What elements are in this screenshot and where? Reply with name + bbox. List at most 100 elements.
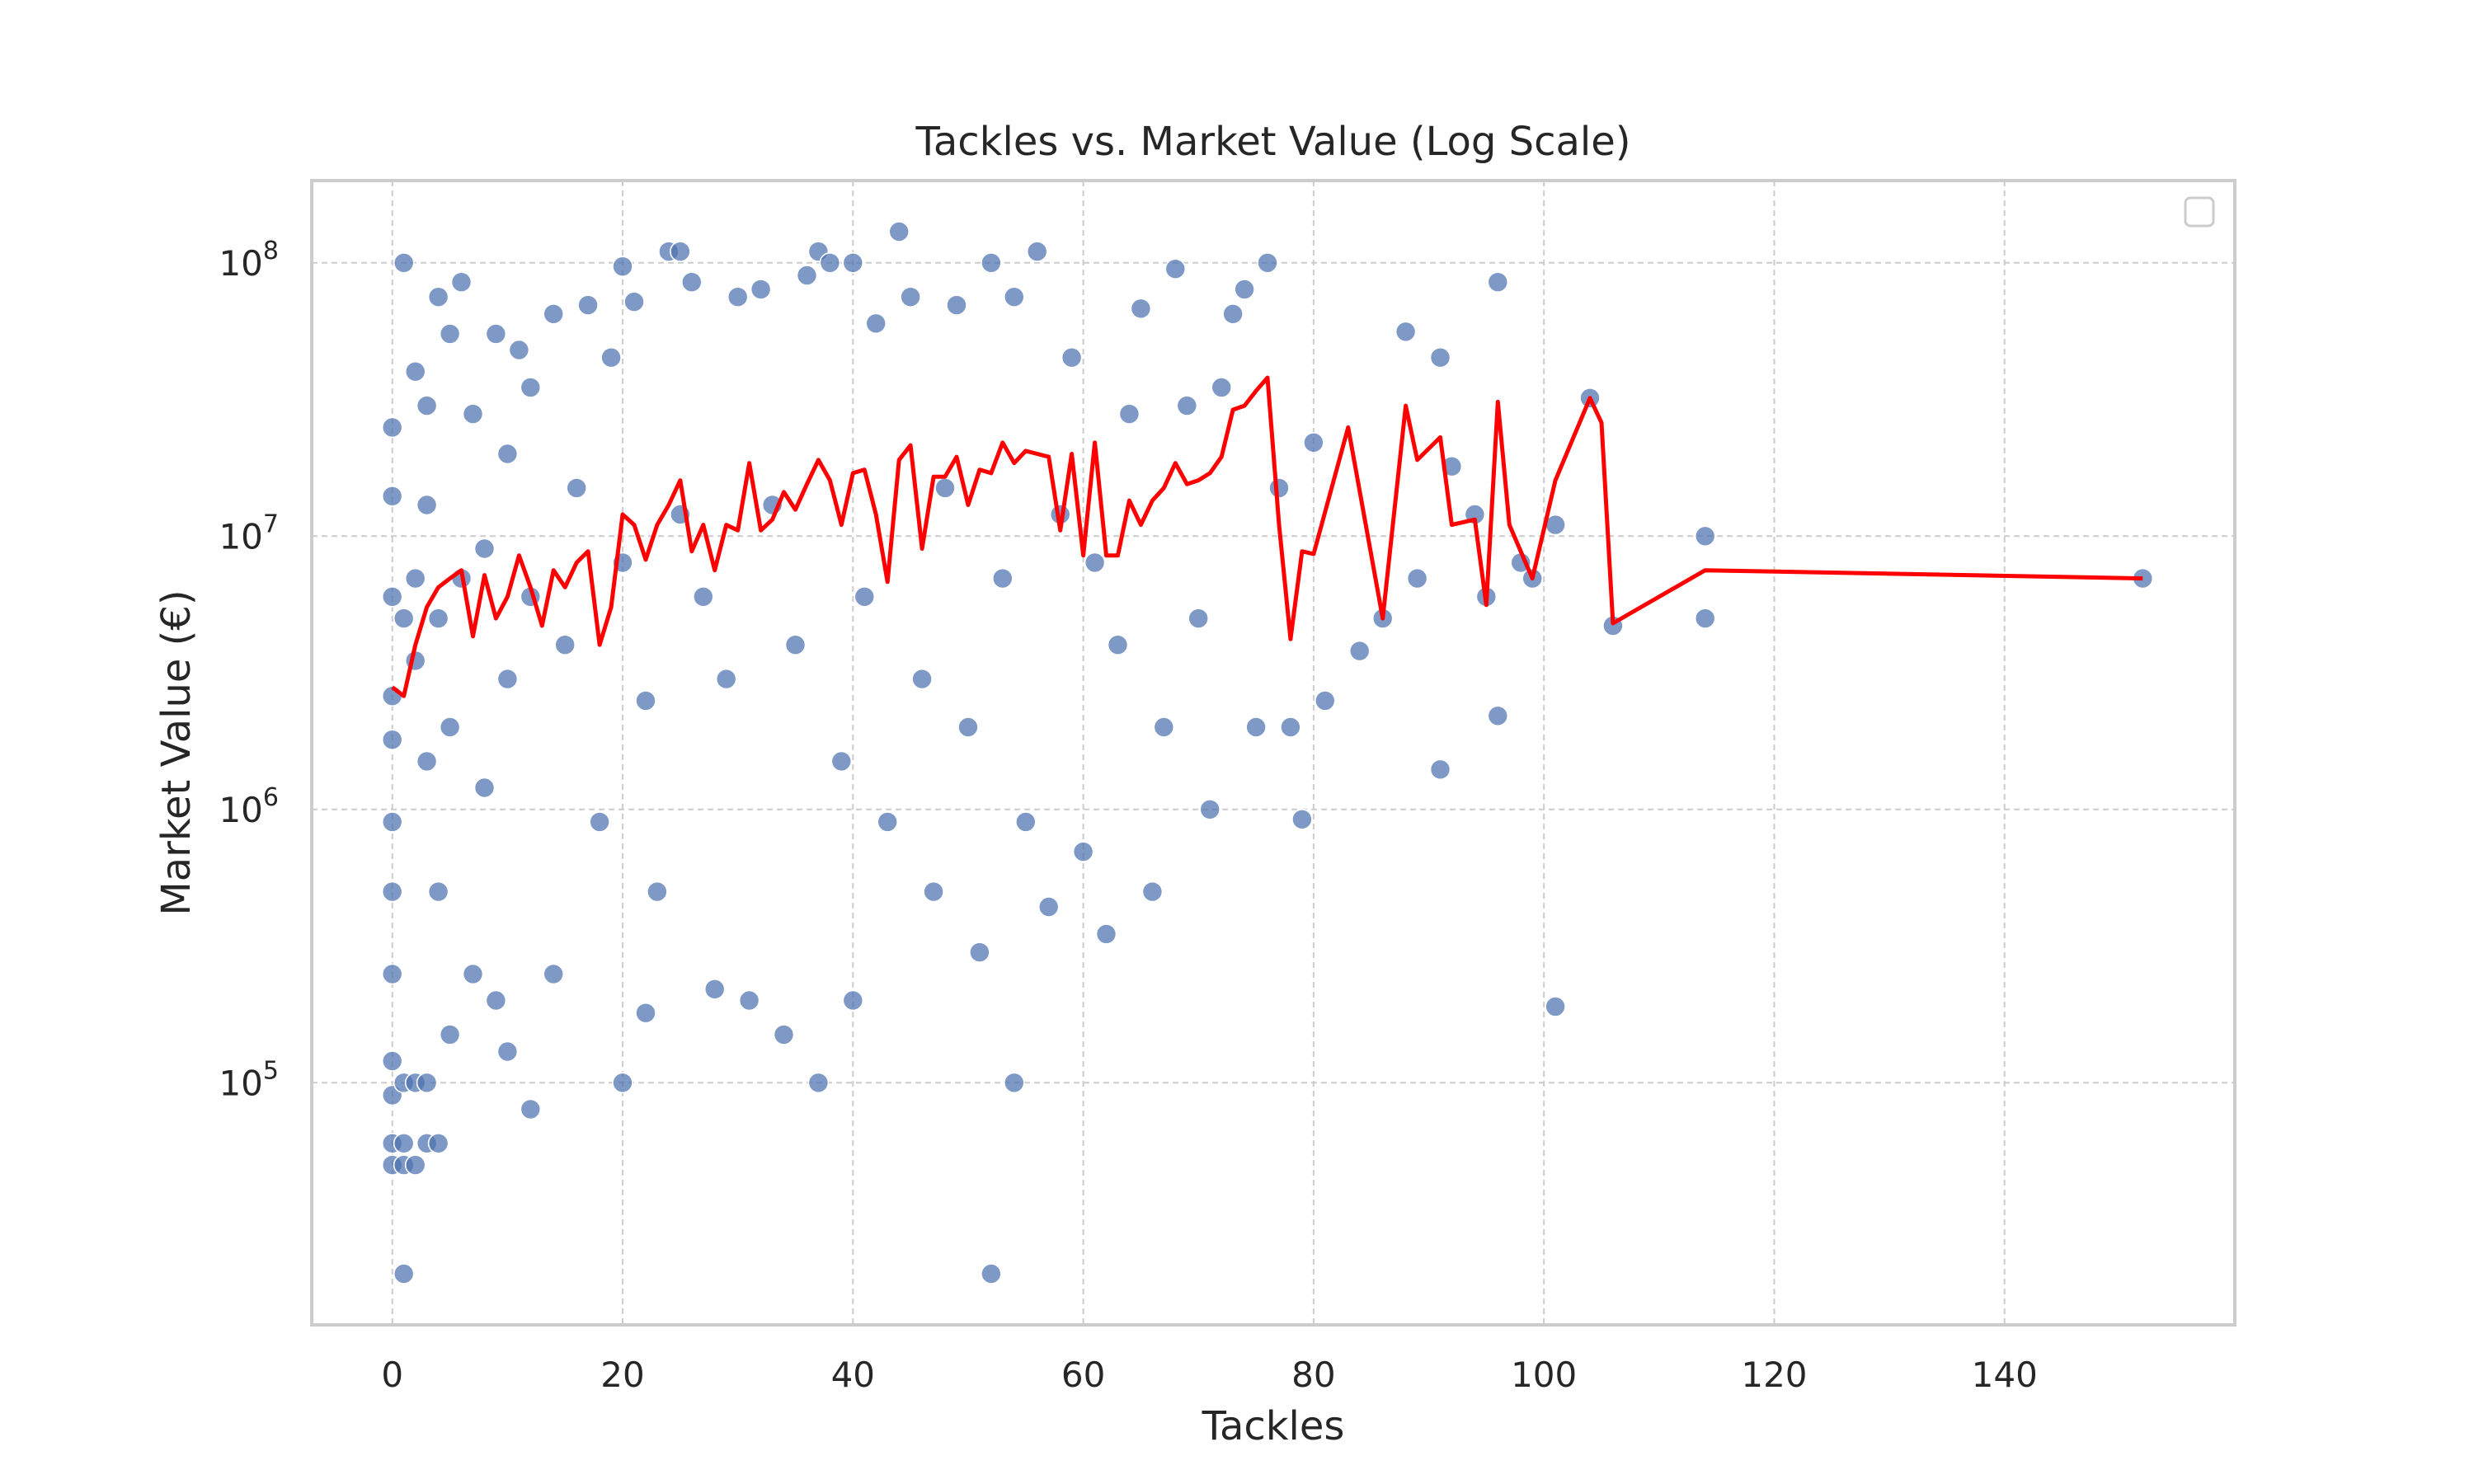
data-point [462, 403, 484, 425]
data-point [680, 271, 703, 294]
legend-box [2184, 196, 2215, 228]
data-point [981, 1263, 1002, 1284]
data-point [1291, 808, 1313, 830]
x-tick-labels: 0 20 40 60 80 100 120 140 [381, 1355, 2037, 1395]
data-point [416, 750, 438, 773]
x-tick-label: 140 [1972, 1355, 2038, 1395]
data-point [1211, 377, 1232, 398]
data-point [934, 477, 956, 499]
data-point [577, 294, 599, 316]
data-point [692, 585, 714, 608]
data-point [842, 989, 864, 1012]
data-point [1188, 608, 1209, 629]
x-tick-label: 60 [1061, 1355, 1105, 1395]
data-point [900, 286, 921, 308]
data-point [1303, 431, 1324, 453]
data-point [911, 668, 933, 690]
data-point [416, 1072, 438, 1094]
data-point [485, 323, 507, 345]
data-point [923, 881, 944, 903]
data-point [969, 942, 990, 963]
data-point [473, 777, 496, 799]
data-point [854, 585, 876, 608]
trend-line [391, 375, 2143, 698]
data-point [496, 443, 519, 465]
data-point [1268, 477, 1290, 499]
data-point [381, 585, 403, 608]
data-point [1395, 321, 1417, 343]
data-point [981, 251, 1002, 274]
chart-title: Tackles vs. Market Value (Log Scale) [915, 119, 1631, 165]
data-point [416, 494, 438, 516]
data-point [1164, 258, 1187, 280]
data-point [393, 1133, 415, 1154]
data-point [1280, 716, 1301, 738]
data-point [1257, 251, 1278, 274]
data-point [427, 1133, 449, 1154]
data-point [393, 1263, 415, 1284]
data-point [381, 1050, 403, 1072]
data-point [520, 377, 542, 398]
data-point [381, 811, 403, 833]
data-point [1061, 346, 1083, 369]
data-point [381, 729, 403, 751]
data-point [865, 312, 887, 335]
data-point [612, 256, 633, 278]
x-tick-label: 100 [1511, 1355, 1577, 1395]
data-point [877, 811, 898, 833]
y-tick-label: 107 [219, 510, 279, 556]
data-point [773, 1024, 795, 1045]
y-axis-label: Market Value (€) [153, 589, 200, 915]
data-point [1026, 241, 1048, 262]
data-point [427, 881, 449, 903]
data-point [427, 286, 449, 308]
trend-line-series [391, 375, 2143, 698]
data-point [670, 241, 691, 262]
data-point [496, 1040, 519, 1063]
data-point [1545, 996, 1566, 1017]
data-point [543, 303, 565, 325]
data-point [1153, 716, 1175, 738]
y-tick-label: 106 [219, 783, 279, 830]
scatter-series [381, 221, 2154, 1284]
data-point [393, 608, 415, 629]
y-tick-labels: 105 106 107 108 [219, 237, 279, 1103]
data-point [1072, 841, 1094, 862]
data-point [404, 567, 426, 589]
data-point [439, 1024, 461, 1045]
data-point [1176, 395, 1198, 416]
data-point [1107, 634, 1129, 656]
data-point [496, 668, 519, 690]
data-point [1245, 716, 1267, 738]
data-point [600, 346, 622, 369]
x-tick-label: 120 [1741, 1355, 1807, 1395]
data-point [612, 1072, 633, 1094]
data-point [485, 989, 507, 1012]
data-point [727, 286, 749, 308]
data-point [842, 251, 864, 274]
data-point [404, 360, 426, 383]
data-point [1015, 811, 1037, 833]
data-point [1095, 923, 1117, 945]
data-point [807, 1072, 830, 1094]
data-point [439, 716, 461, 738]
data-point [635, 690, 656, 711]
plot-frame [310, 179, 2236, 1327]
data-point [1348, 640, 1371, 662]
data-point [1234, 279, 1255, 300]
y-tick-label: 108 [219, 237, 279, 284]
y-tick-label: 105 [219, 1056, 279, 1103]
data-point [381, 963, 403, 985]
data-point [1487, 705, 1509, 727]
data-point [1141, 881, 1164, 903]
data-point [623, 291, 645, 312]
x-tick-label: 80 [1291, 1355, 1335, 1395]
data-point [450, 271, 473, 294]
data-point [393, 251, 415, 274]
data-point [1429, 346, 1451, 369]
data-point [888, 221, 910, 242]
data-point [1199, 798, 1221, 820]
data-point [946, 294, 967, 316]
